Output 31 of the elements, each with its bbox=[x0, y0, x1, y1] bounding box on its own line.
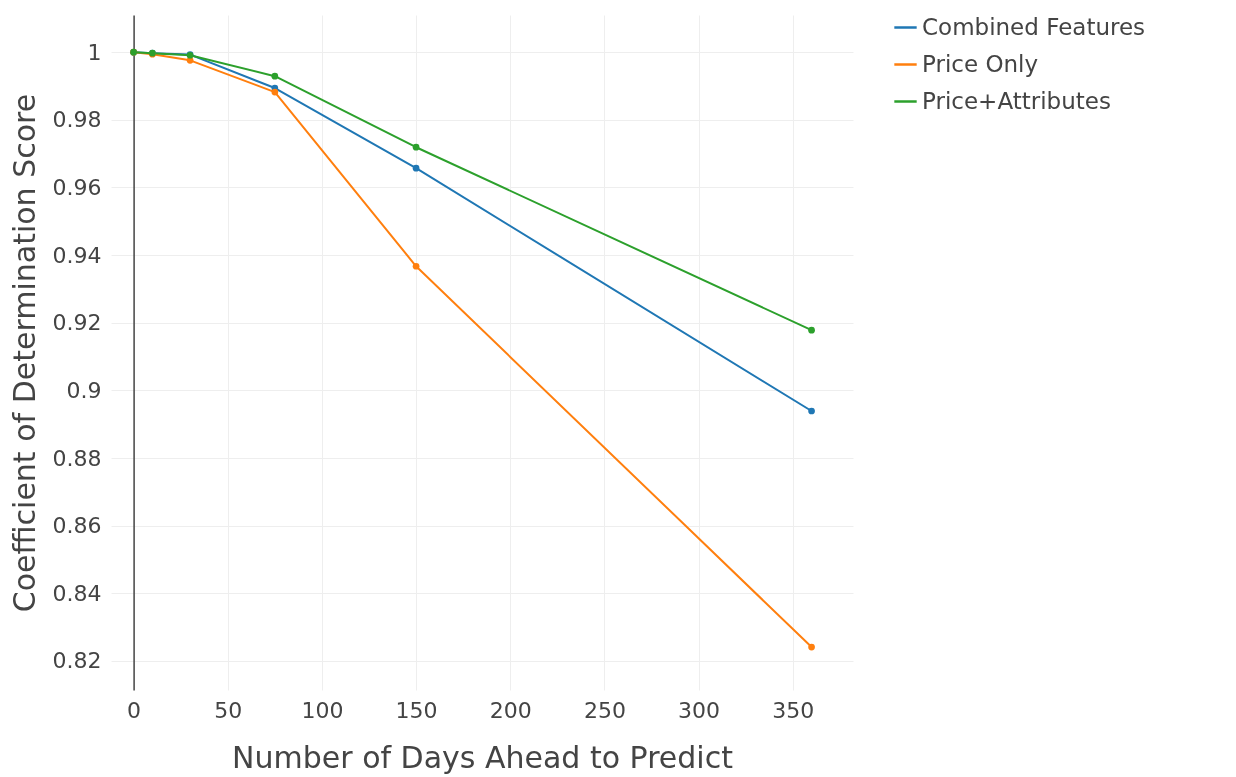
x-tick-label: 350 bbox=[772, 697, 815, 723]
y-tick-label: 0.94 bbox=[52, 242, 102, 268]
legend-label: Price+Attributes bbox=[922, 87, 1111, 114]
x-tick-label: 50 bbox=[214, 697, 243, 723]
legend-label: Combined Features bbox=[922, 13, 1146, 40]
y-tick-label: 0.84 bbox=[52, 580, 102, 606]
y-tick-label: 0.98 bbox=[52, 107, 102, 133]
legend-label: Price Only bbox=[922, 50, 1039, 77]
y-tick-label: 0.88 bbox=[52, 445, 102, 471]
point bbox=[271, 72, 279, 80]
point bbox=[412, 164, 420, 172]
x-tick-label: 300 bbox=[678, 697, 721, 723]
point bbox=[808, 407, 815, 415]
x-tick-label: 0 bbox=[127, 697, 142, 723]
y-tick-label: 0.9 bbox=[66, 377, 102, 403]
point bbox=[808, 643, 815, 651]
y-tick-label: 0.86 bbox=[52, 513, 102, 539]
y-tick-label: 0.82 bbox=[52, 648, 102, 674]
y-axis-title: Coefficient of Determination Score bbox=[6, 93, 42, 613]
x-axis-title: Number of Days Ahead to Predict bbox=[232, 739, 734, 775]
y-tick-label: 0.92 bbox=[52, 310, 102, 336]
point bbox=[412, 143, 420, 151]
y-tick-label: 1 bbox=[87, 39, 102, 65]
point bbox=[271, 88, 279, 96]
point bbox=[412, 262, 420, 270]
x-tick-label: 100 bbox=[301, 697, 344, 723]
y-tick-label: 0.96 bbox=[52, 174, 102, 200]
x-tick-label: 200 bbox=[489, 697, 532, 723]
x-tick-label: 150 bbox=[395, 697, 438, 723]
point bbox=[808, 326, 815, 334]
x-tick-label: 250 bbox=[583, 697, 626, 723]
